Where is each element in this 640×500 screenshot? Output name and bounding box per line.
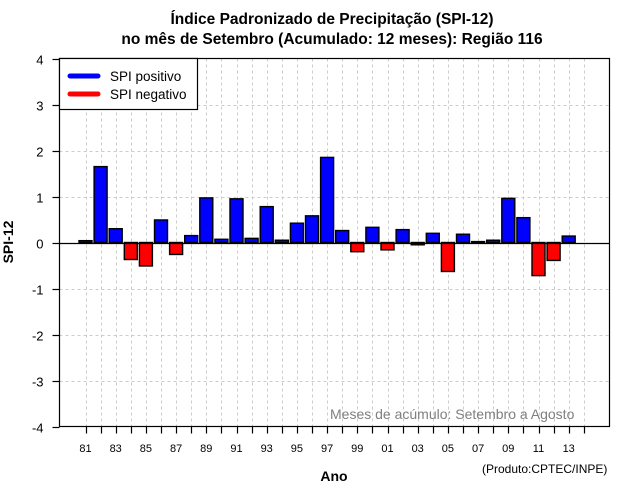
bar-93 xyxy=(259,205,274,244)
y-tick-label: 0 xyxy=(36,237,43,252)
bar-84 xyxy=(123,241,139,261)
bar-01 xyxy=(380,241,395,251)
plot-frame xyxy=(58,57,611,428)
x-tick-label: 11 xyxy=(533,443,544,455)
bar-98 xyxy=(335,229,350,244)
bar-11 xyxy=(531,241,546,277)
y-tick-label: -2 xyxy=(32,329,44,344)
bar-92 xyxy=(244,237,259,244)
product-credit: (Produto:CPTEC/INPE) xyxy=(482,462,607,476)
legend-label-positive: SPI positivo xyxy=(110,69,181,84)
bar-91 xyxy=(229,198,244,244)
x-tick-label: 91 xyxy=(230,443,242,455)
x-tick-label: 83 xyxy=(110,443,122,455)
bar-95 xyxy=(289,222,305,244)
bar-13 xyxy=(561,235,576,244)
y-axis-label: SPI-12 xyxy=(0,220,16,263)
bar-08 xyxy=(486,239,501,244)
bar-81 xyxy=(78,239,93,244)
x-tick-label: 87 xyxy=(170,443,182,455)
y-tick-label: 4 xyxy=(36,53,43,68)
x-tick-label: 99 xyxy=(351,443,363,455)
y-tick-label: 1 xyxy=(36,191,43,206)
bar-96 xyxy=(304,215,320,244)
bar-00 xyxy=(365,226,380,244)
y-tick-label: 2 xyxy=(36,145,43,160)
bar-10 xyxy=(516,216,531,244)
x-tick-label: 03 xyxy=(412,443,424,455)
bar-82 xyxy=(93,165,108,244)
x-tick-label: 01 xyxy=(381,443,393,455)
gridlines xyxy=(59,58,610,427)
legend-box xyxy=(58,57,199,111)
bar-86 xyxy=(153,219,169,244)
x-tick-label: 95 xyxy=(291,443,303,455)
chart-title: Índice Padronizado de Precipitação (SPI-… xyxy=(170,11,493,28)
bar-85 xyxy=(138,241,154,267)
bar-83 xyxy=(108,227,123,244)
y-axis: -4 -3 -2 -1 0 1 2 3 4 xyxy=(32,53,60,436)
x-tick-label: 13 xyxy=(563,443,575,455)
bar-88 xyxy=(183,234,199,244)
bar-06 xyxy=(455,233,471,244)
legend: SPI positivo SPI negativo xyxy=(58,57,199,111)
bar-09 xyxy=(501,197,516,244)
bar-04 xyxy=(425,232,440,244)
y-tick-label: -4 xyxy=(32,421,44,436)
legend-label-negative: SPI negativo xyxy=(110,87,187,102)
x-tick-label: 81 xyxy=(79,443,91,455)
chart-subtitle: no mês de Setembro (Acumulado: 12 meses)… xyxy=(121,31,543,48)
x-tick-label: 89 xyxy=(200,443,212,455)
x-tick-label: 09 xyxy=(502,443,514,455)
bar-12 xyxy=(546,241,561,262)
x-tick-label: 07 xyxy=(472,443,484,455)
bar-89 xyxy=(199,197,214,244)
bar-87 xyxy=(168,241,184,256)
x-tick-label: 85 xyxy=(140,443,152,455)
y-tick-label: 3 xyxy=(36,99,43,114)
bar-07 xyxy=(470,240,486,244)
x-axis: 81 83 85 87 89 91 93 95 97 99 01 03 05 07 09 11 13 xyxy=(79,426,586,455)
bar-99 xyxy=(350,241,365,253)
bar-94 xyxy=(274,239,289,244)
bars xyxy=(78,156,576,277)
bar-02 xyxy=(395,228,410,244)
x-tick-label: 97 xyxy=(321,443,333,455)
accumulation-note: Meses de acúmulo: Setembro a Agosto xyxy=(330,406,575,422)
y-tick-label: -1 xyxy=(32,283,44,298)
x-tick-label: 93 xyxy=(261,443,273,455)
bar-97 xyxy=(319,156,335,244)
x-tick-label: 05 xyxy=(442,443,454,455)
x-axis-label: Ano xyxy=(320,468,347,484)
bar-90 xyxy=(214,238,229,244)
y-tick-label: -3 xyxy=(32,375,44,390)
bar-05 xyxy=(440,241,456,273)
